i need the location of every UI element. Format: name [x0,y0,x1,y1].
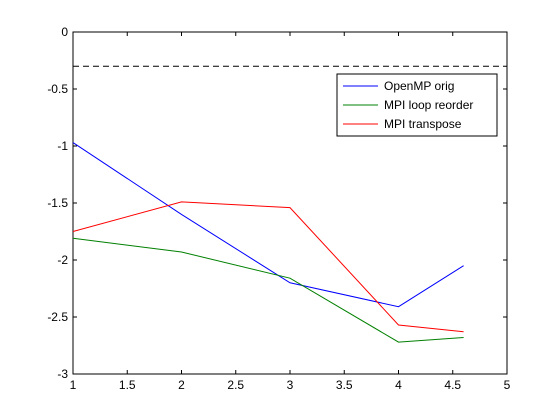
x-tick-label: 1.5 [119,378,136,392]
x-axis: 1 1.5 2 2.5 3 3.5 4 4.5 5 [70,32,511,392]
series-line-3 [72,201,464,333]
x-tick-label: 3.5 [336,378,353,392]
y-tick-label: -0.5 [47,82,68,96]
x-tick-label: 4.5 [444,378,461,392]
series-layer [72,142,464,343]
y-tick-label: -1 [57,139,68,153]
y-tick-label: -2 [57,253,68,267]
legend-label-2: MPI loop reorder [384,98,473,112]
series-line-2 [72,237,464,343]
series-line-1 [72,142,464,308]
y-axis: 0 -0.5 -1 -1.5 -2 -2.5 -3 [47,25,507,381]
x-tick-label: 4 [395,378,402,392]
x-tick-label: 2.5 [227,378,244,392]
x-tick-label: 1 [70,378,77,392]
legend: OpenMP orig MPI loop reorder MPI transpose [336,73,498,137]
x-tick-label: 3 [287,378,294,392]
x-tick-label: 2 [178,378,185,392]
y-tick-label: -1.5 [47,196,68,210]
legend-label-3: MPI transpose [384,117,462,131]
y-tick-label: -2.5 [47,310,68,324]
x-tick-label: 5 [504,378,511,392]
y-tick-label: 0 [61,25,68,39]
legend-label-1: OpenMP orig [384,79,454,93]
y-tick-label: -3 [57,367,68,381]
